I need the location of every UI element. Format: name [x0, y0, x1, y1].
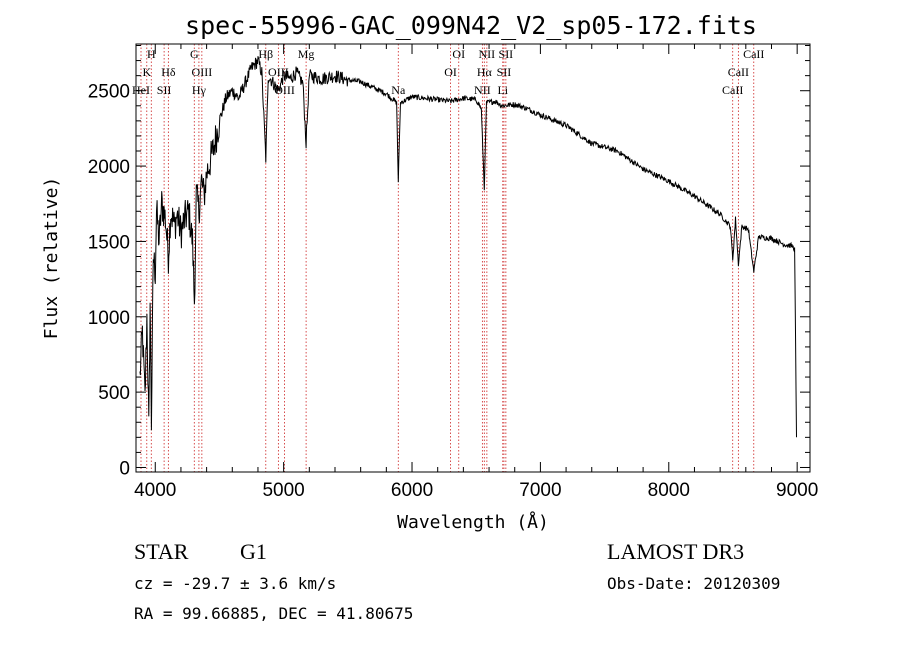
line-label: Na — [391, 83, 406, 97]
y-tick-label: 1000 — [88, 308, 130, 329]
line-label: OIII — [268, 65, 289, 79]
line-label: NII — [479, 47, 496, 61]
y-tick-label: 1500 — [88, 232, 130, 253]
line-label: OI — [444, 65, 457, 79]
line-label: K — [142, 65, 151, 79]
line-label: HeI — [132, 83, 150, 97]
y-axis-ticks: 0 500 1000 1500 2000 2500 — [88, 45, 810, 479]
chart-title: spec-55996-GAC_099N42_V2_sp05-172.fits — [185, 11, 757, 40]
line-label: Hβ — [258, 47, 273, 61]
line-label: OIII — [192, 65, 213, 79]
obs-date-text: Obs-Date: 20120309 — [607, 574, 780, 593]
x-axis-ticks: 4000 5000 6000 7000 8000 9000 — [134, 44, 818, 501]
line-label: G — [190, 47, 199, 61]
x-tick-label: 6000 — [391, 480, 433, 501]
x-axis-label: Wavelength (Å) — [397, 511, 549, 533]
line-label: SII — [157, 83, 172, 97]
spectral-line-labels: KH HeI SII Hδ G OIII Hγ Hβ OIII OIII Mg Na OI OI NII Hα… — [132, 47, 764, 97]
line-label: Hγ — [192, 83, 207, 97]
plot-frame — [135, 43, 811, 473]
line-label: SII — [497, 65, 512, 79]
y-axis-label: Flux (relative) — [41, 177, 62, 340]
line-label: NII — [474, 83, 491, 97]
line-label: Mg — [298, 47, 315, 61]
x-tick-label: 8000 — [648, 480, 690, 501]
y-tick-label: 500 — [98, 383, 130, 404]
spectrum-line — [139, 56, 797, 438]
line-label: OIII — [274, 83, 295, 97]
line-label: Li — [497, 83, 508, 97]
velocity-text: cz = -29.7 ± 3.6 km/s — [134, 574, 336, 593]
coordinates-text: RA = 99.66885, DEC = 41.80675 — [134, 604, 413, 623]
line-label: CaII — [728, 65, 749, 79]
y-tick-label: 2000 — [88, 157, 130, 178]
line-label: OI — [452, 47, 465, 61]
line-label: CaII — [743, 47, 764, 61]
line-label: Hα — [477, 65, 493, 79]
line-label: SII — [499, 47, 514, 61]
line-label: CaII — [722, 83, 743, 97]
object-type: STAR — [134, 539, 189, 564]
x-tick-label: 7000 — [519, 480, 561, 501]
y-tick-label: 0 — [119, 458, 130, 479]
x-tick-label: 4000 — [134, 480, 176, 501]
survey-name: LAMOST DR3 — [607, 539, 744, 564]
line-label: Hδ — [161, 65, 176, 79]
x-tick-label: 5000 — [262, 480, 304, 501]
spectral-subclass: G1 — [240, 539, 267, 564]
y-tick-label: 2500 — [88, 82, 130, 103]
line-label: H — [147, 47, 156, 61]
x-tick-label: 9000 — [776, 480, 818, 501]
spectral-line-markers — [140, 44, 755, 472]
